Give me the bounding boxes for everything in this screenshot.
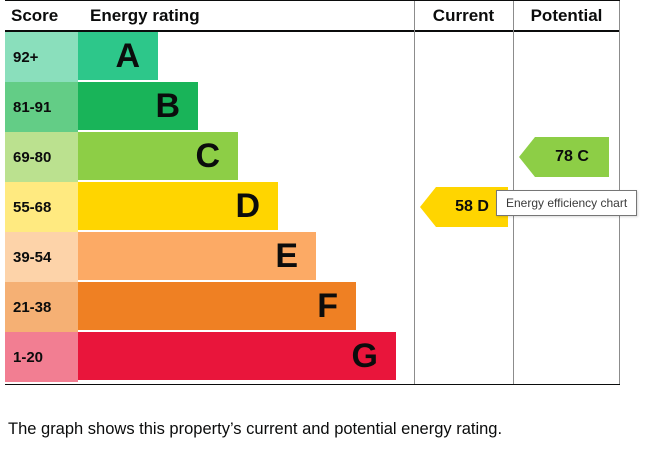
current-rating-marker: 58 D bbox=[420, 187, 508, 227]
band-bar: D bbox=[78, 182, 278, 230]
band-score-label: 69-80 bbox=[13, 148, 52, 166]
band-bar: B bbox=[78, 82, 198, 130]
band-bar: F bbox=[78, 282, 356, 330]
band-letter: C bbox=[195, 137, 220, 175]
band-row-f: 21-38 F bbox=[5, 282, 396, 332]
band-letter: B bbox=[155, 87, 180, 125]
band-row-d: 55-68 D bbox=[5, 182, 396, 232]
chart-header: Score Energy rating Current Potential bbox=[5, 1, 620, 32]
band-row-b: 81-91 B bbox=[5, 82, 396, 132]
band-score-label: 39-54 bbox=[13, 248, 52, 266]
band-score-cell: 1-20 bbox=[5, 332, 78, 382]
band-rows: 92+ A 81-91 B 69-80 C bbox=[5, 32, 396, 382]
band-score-label: 1-20 bbox=[13, 348, 44, 366]
band-letter: D bbox=[235, 187, 260, 225]
band-row-e: 39-54 E bbox=[5, 232, 396, 282]
band-bar: E bbox=[78, 232, 316, 280]
current-rating-value: 58 bbox=[455, 198, 473, 215]
band-letter: F bbox=[317, 287, 338, 325]
band-bar: A bbox=[78, 32, 158, 80]
potential-rating-marker: 78 C bbox=[519, 137, 609, 177]
band-score-label: 21-38 bbox=[13, 298, 52, 316]
band-letter: A bbox=[115, 37, 140, 75]
band-row-a: 92+ A bbox=[5, 32, 396, 82]
energy-rating-column-header: Energy rating bbox=[90, 6, 200, 25]
current-column-header: Current bbox=[432, 6, 495, 25]
potential-rating-value: 78 bbox=[555, 148, 573, 165]
band-row-g: 1-20 G bbox=[5, 332, 396, 382]
energy-rating-chart: Score Energy rating Current Potential 92… bbox=[5, 0, 638, 385]
band-score-label: 81-91 bbox=[13, 98, 52, 116]
band-score-label: 92+ bbox=[13, 48, 39, 66]
band-letter: G bbox=[351, 337, 378, 375]
band-score-cell: 55-68 bbox=[5, 182, 78, 232]
band-row-c: 69-80 C bbox=[5, 132, 396, 182]
band-letter: E bbox=[275, 237, 298, 275]
score-column-header: Score bbox=[11, 6, 59, 25]
chart-caption: The graph shows this property’s current … bbox=[8, 420, 503, 438]
band-score-cell: 21-38 bbox=[5, 282, 78, 332]
current-column-left-divider bbox=[414, 1, 415, 384]
band-bar: G bbox=[78, 332, 396, 380]
hover-tooltip: Energy efficiency chart bbox=[496, 190, 638, 216]
potential-column-header: Potential bbox=[530, 6, 603, 25]
band-score-cell: 81-91 bbox=[5, 82, 78, 132]
band-score-cell: 92+ bbox=[5, 32, 78, 82]
band-score-label: 55-68 bbox=[13, 198, 52, 216]
band-bar: C bbox=[78, 132, 238, 180]
band-score-cell: 39-54 bbox=[5, 232, 78, 282]
potential-rating-letter: C bbox=[577, 148, 589, 165]
band-score-cell: 69-80 bbox=[5, 132, 78, 182]
current-rating-letter: D bbox=[477, 198, 489, 215]
